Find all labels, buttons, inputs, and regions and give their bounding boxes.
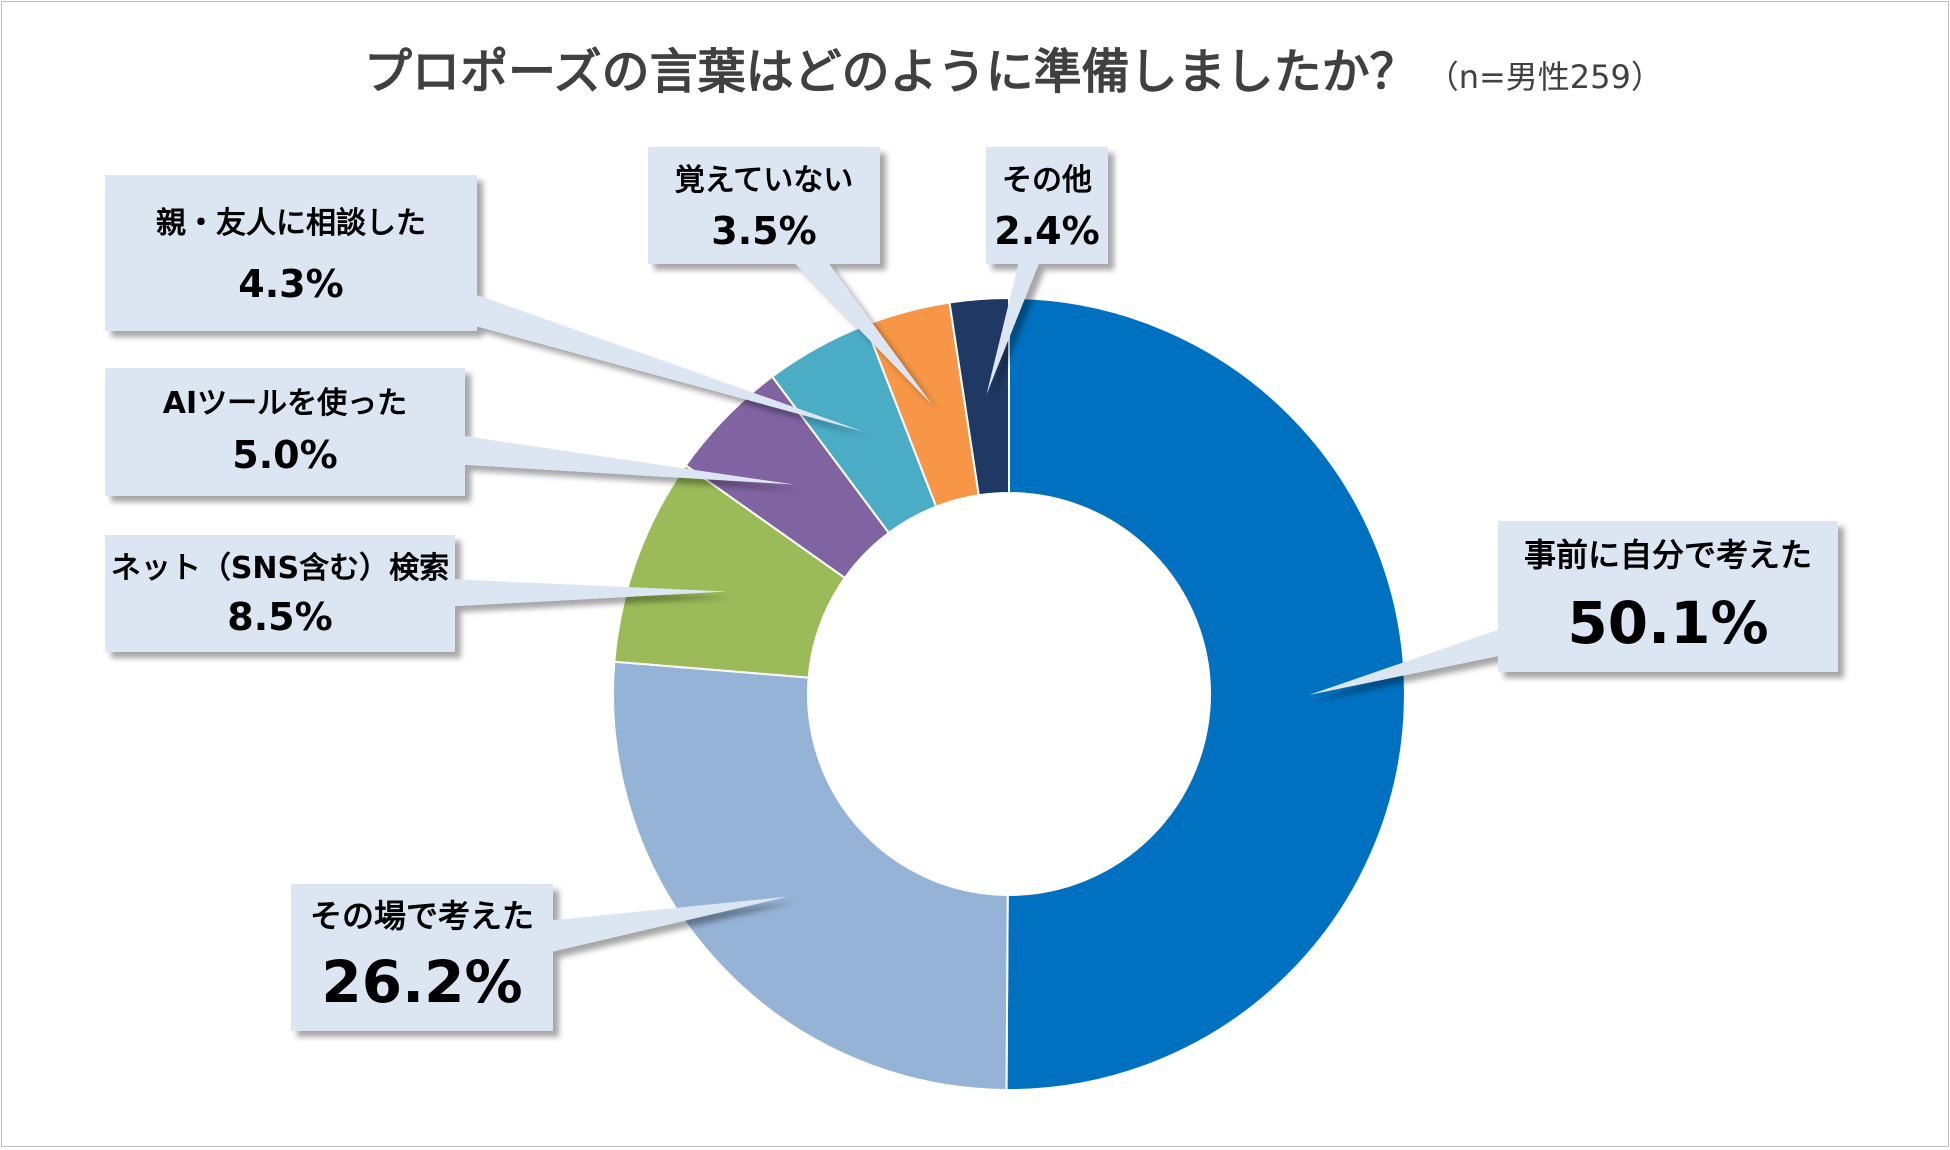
callout-box <box>986 147 1108 264</box>
slice-label: その他 <box>1002 163 1092 198</box>
slice-value: 26.2% <box>321 948 522 1016</box>
slice-label: AIツールを使った <box>163 386 407 421</box>
slice-value: 50.1% <box>1567 589 1768 657</box>
donut-slice <box>612 660 1009 1091</box>
slice-value: 8.5% <box>227 595 332 639</box>
donut-slices <box>612 296 1407 1091</box>
callout <box>648 147 932 405</box>
chart-title: プロポーズの言葉はどのように準備しましたか？ （n=男性259） <box>364 44 1663 100</box>
donut-slice <box>948 296 1010 497</box>
callout-box <box>648 147 880 264</box>
callout <box>1308 521 1838 695</box>
callout <box>986 147 1108 395</box>
callout-box <box>291 884 553 1031</box>
callout <box>291 884 788 1031</box>
callout-box <box>1498 521 1838 672</box>
slice-label: 親・友人に相談した <box>156 206 426 241</box>
callout-box <box>105 368 465 496</box>
chart-title-sub: （n=男性259） <box>1427 58 1663 96</box>
callout <box>105 535 728 652</box>
slice-value: 5.0% <box>232 433 337 477</box>
callout <box>105 368 795 496</box>
callout-box <box>105 175 477 331</box>
slice-label: ネット（SNS含む）検索 <box>111 551 449 586</box>
callout-box <box>105 535 455 652</box>
chart-title-main: プロポーズの言葉はどのように準備しましたか？ <box>364 44 1418 100</box>
slice-value: 2.4% <box>994 209 1099 253</box>
slice-label: その場で考えた <box>310 897 534 935</box>
callout <box>105 175 864 432</box>
slice-label: 事前に自分で考えた <box>1524 536 1812 574</box>
slice-value: 4.3% <box>238 262 343 306</box>
slice-label: 覚えていない <box>675 163 854 198</box>
donut-slice <box>1005 296 1407 1091</box>
callouts: 事前に自分で考えた 50.1% その場で考えた 26.2% ネット（SNS含む）検索 8.… <box>105 147 1838 1031</box>
slice-value: 3.5% <box>711 209 816 253</box>
